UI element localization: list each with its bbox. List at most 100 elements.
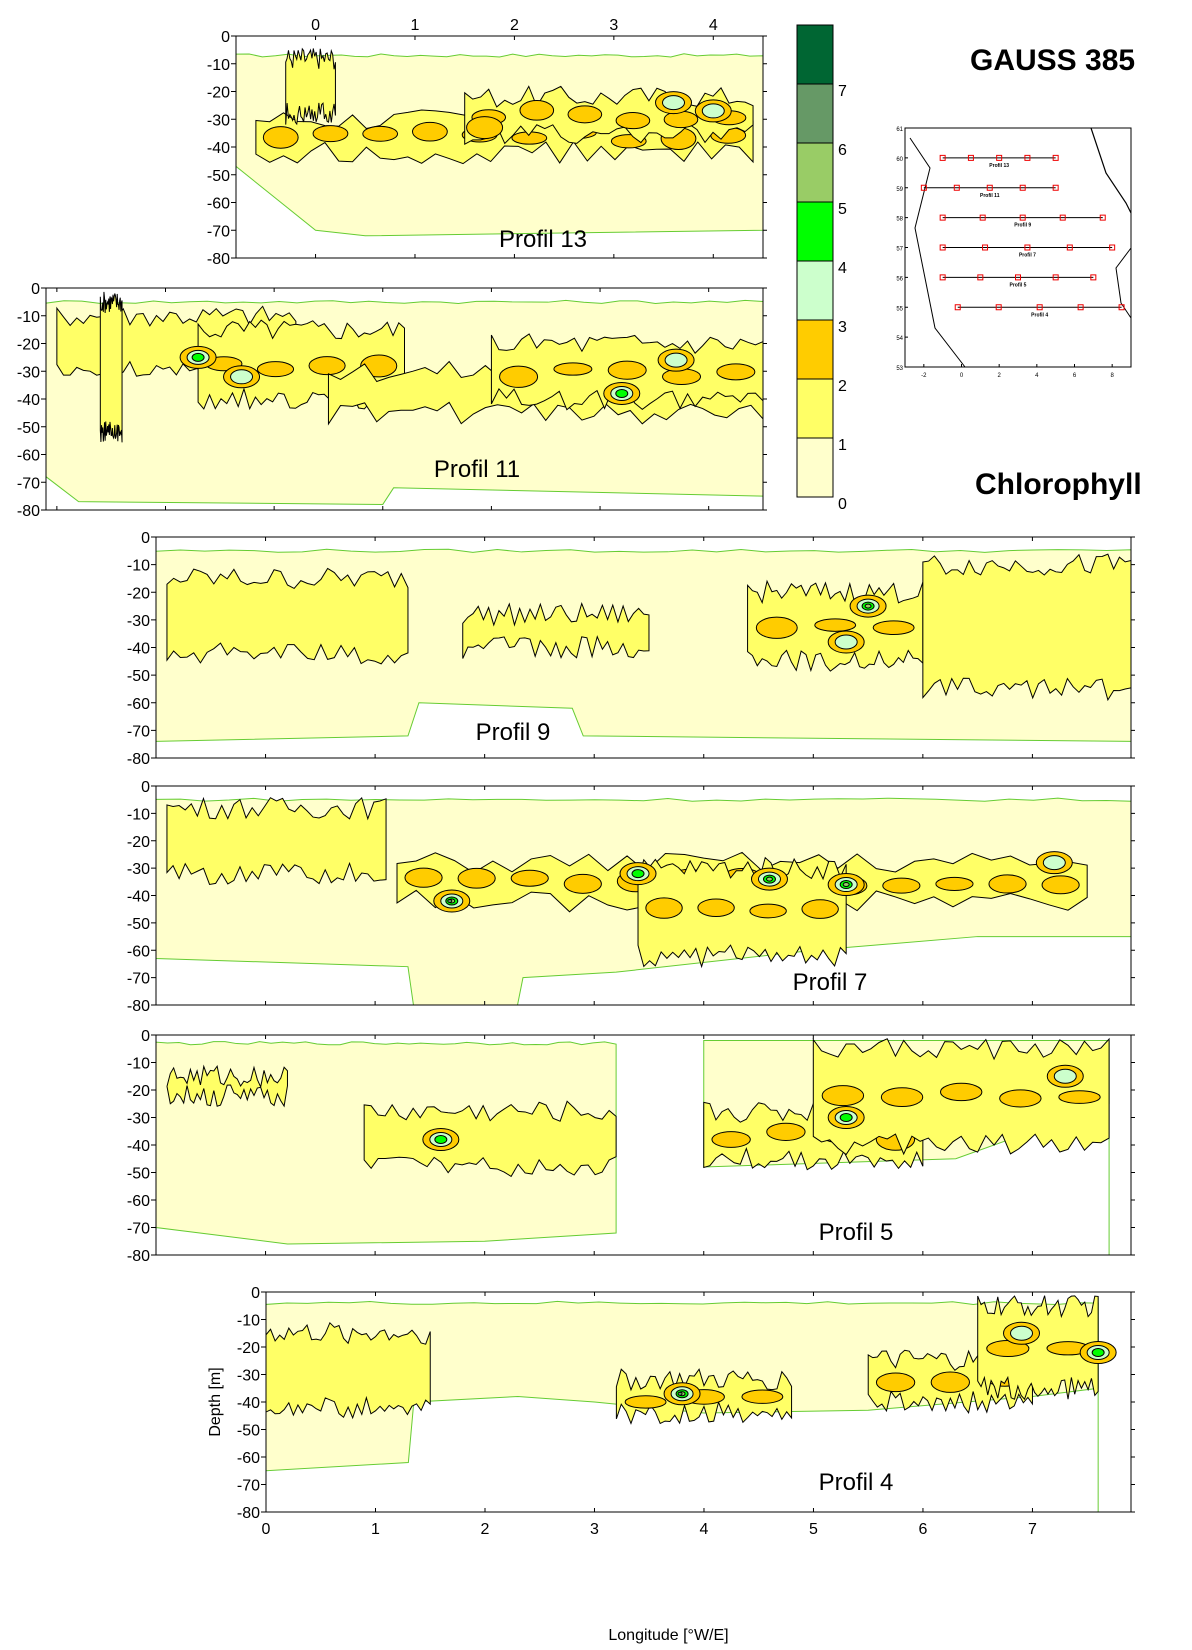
y-tick-label: -30 [237, 1368, 260, 1385]
chl-patch-6-7 [447, 898, 453, 903]
coastline [909, 137, 966, 368]
chl-band-1-2 [637, 856, 847, 969]
y-tick-label: -60 [127, 943, 150, 960]
map-profile-label: Profil 11 [980, 193, 1000, 199]
y-tick-label: -70 [127, 723, 150, 740]
y-tick-label: -40 [127, 641, 150, 658]
colorbar-segment [796, 142, 834, 203]
map-lat-label: 54 [896, 336, 903, 342]
y-tick-label: -50 [207, 168, 230, 185]
chl-patch-5-6 [842, 882, 850, 888]
chl-patch-2-3 [404, 867, 443, 888]
colorbar-segment [796, 201, 834, 262]
map-station [995, 304, 1002, 311]
chl-patch-2-3 [510, 869, 549, 887]
panel-profil-9: 0 -10 -20 -30 -40 -50 -60 -70 -80 Profil 9 [127, 530, 1135, 768]
colorbar-tick-label: 5 [838, 201, 847, 218]
y-tick-label: -40 [237, 1395, 260, 1412]
y-tick-label: -70 [127, 1221, 150, 1238]
x-tick-label: 1 [411, 17, 420, 34]
chl-patch-4-5 [1091, 1348, 1105, 1357]
y-tick-label: -40 [207, 140, 230, 157]
chl-band-1-2 [462, 601, 650, 659]
y-tick-label: -40 [127, 889, 150, 906]
colorbar: 0 1 2 3 4 5 6 7 [796, 24, 847, 513]
chl-patch-2-3 [411, 121, 448, 142]
x-tick-label: 7 [1028, 1521, 1037, 1538]
chl-band-1-2 [265, 1321, 431, 1420]
colorbar-segment [796, 83, 834, 144]
colorbar-segment [796, 437, 834, 498]
y-tick-label: -10 [17, 309, 40, 326]
map-lat-label: 59 [896, 187, 903, 193]
y-tick-label: -60 [127, 1193, 150, 1210]
map-station [1118, 304, 1125, 311]
colorbar-tick-label: 3 [838, 319, 847, 336]
map-station [953, 184, 960, 191]
chl-patch-2-3 [741, 1389, 784, 1404]
y-tick-label: -10 [127, 806, 150, 823]
map-lat-label: 57 [896, 247, 903, 253]
map-station [982, 244, 989, 251]
chl-band-1-2 [464, 85, 754, 146]
y-tick-label: -60 [207, 196, 230, 213]
map-station [939, 274, 946, 281]
map-lat-label: 55 [896, 306, 903, 312]
y-tick-label: -80 [127, 998, 150, 1015]
chl-patch-2-3 [882, 877, 921, 894]
chl-patch-3-4 [662, 95, 686, 111]
y-tick-label: -20 [127, 1083, 150, 1100]
map-lat-label: 56 [896, 276, 903, 282]
map-station [1099, 214, 1106, 221]
map-station [986, 184, 993, 191]
chl-patch-2-3 [880, 1087, 924, 1108]
y-tick-label: -80 [17, 503, 40, 520]
chl-patch-2-3 [466, 116, 504, 140]
map-station [1052, 184, 1059, 191]
coastline [1090, 127, 1132, 214]
chl-patch-2-3 [872, 620, 915, 635]
map-station [1052, 154, 1059, 161]
map-station [939, 244, 946, 251]
y-tick-label: 0 [141, 1028, 150, 1045]
y-tick-label: -10 [127, 1056, 150, 1073]
colorbar-tick-label: 7 [838, 83, 847, 100]
map-lon-label: 8 [1110, 373, 1114, 379]
chl-patch-2-3 [988, 874, 1027, 894]
map-profile-label: Profil 9 [1014, 223, 1031, 229]
map-station [920, 184, 927, 191]
y-tick-label: -80 [127, 751, 150, 768]
chl-patch-6-7 [677, 1391, 683, 1396]
map-lat-label: 53 [896, 366, 903, 372]
map-station [1066, 244, 1073, 251]
map-profile-label: Profil 5 [1010, 282, 1027, 288]
map-lon-label: 6 [1073, 373, 1077, 379]
chl-patch-5-6 [864, 603, 872, 609]
chl-band-1-2 [285, 47, 336, 126]
chl-band-1-2 [922, 553, 1132, 702]
y-tick-label: -20 [17, 337, 40, 354]
y-tick-label: -10 [127, 558, 150, 575]
colorbar-tick-label: 6 [838, 142, 847, 159]
panel-profil-7: 0 -10 -20 -30 -40 -50 -60 -70 -80 Profil 7 [127, 779, 1135, 1015]
chl-patch-4-5 [839, 1113, 853, 1122]
figure-title: GAUSS 385 [970, 44, 1136, 77]
y-tick-label: 0 [31, 281, 40, 298]
map-station [1019, 214, 1026, 221]
chl-patch-4-5 [191, 352, 205, 362]
y-tick-label: -30 [17, 364, 40, 381]
y-tick-label: -30 [127, 861, 150, 878]
y-tick-label: -60 [127, 696, 150, 713]
colorbar-segment [796, 319, 834, 380]
panel-profil-5: 0 -10 -20 -30 -40 -50 -60 -70 -80 Profil 5 [127, 1028, 1135, 1265]
y-tick-label: 0 [221, 29, 230, 46]
chl-patch-2-3 [256, 361, 295, 378]
colorbar-tick-label: 4 [838, 260, 847, 277]
chl-patch-2-3 [362, 125, 399, 142]
colorbar-segment [796, 378, 834, 439]
chl-band-1-2 [977, 1295, 1099, 1401]
y-tick-label: -50 [17, 420, 40, 437]
chl-patch-2-3 [645, 897, 683, 919]
y-tick-label: -80 [207, 251, 230, 268]
x-tick-label: 4 [700, 1521, 709, 1538]
